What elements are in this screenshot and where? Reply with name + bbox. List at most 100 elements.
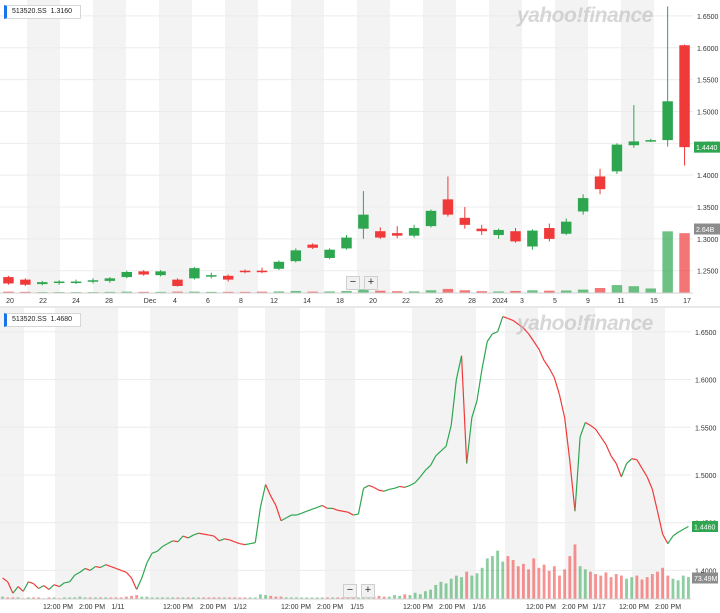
price-segment	[553, 377, 561, 395]
volume-bar	[563, 569, 567, 599]
price-segment	[662, 533, 669, 544]
volume-bar	[542, 564, 546, 599]
x-tick-label: 4	[173, 298, 177, 305]
volume-bar	[351, 597, 355, 599]
price-segment	[353, 513, 359, 516]
intraday-line-chart[interactable]: 1.65001.60001.55001.50001.45001.400012:0…	[0, 308, 720, 613]
price-segment	[626, 458, 633, 464]
ticker-chip[interactable]: 513520.SS 1.3160	[4, 5, 82, 19]
price-segment	[151, 550, 158, 554]
x-tick-label: 2:00 PM	[655, 604, 681, 611]
zoom-in-button[interactable]: +	[361, 584, 375, 598]
watermark-logo: yahoo!finance	[517, 312, 653, 335]
price-segment	[203, 533, 209, 536]
y-tick-label: 1.6500	[697, 14, 719, 21]
zoom-controls: − +	[346, 276, 378, 290]
price-segment	[481, 341, 488, 369]
volume-bar	[527, 569, 530, 599]
x-tick-label: 6	[206, 298, 210, 305]
volume-bar	[186, 597, 190, 599]
price-segment	[378, 489, 385, 492]
x-tick-label: 20	[369, 298, 377, 305]
x-tick-label: 17	[683, 298, 691, 305]
volume-bar	[326, 597, 329, 599]
volume-bar	[181, 597, 185, 599]
volume-bar	[269, 595, 273, 599]
ticker-chip[interactable]: 513520.SS 1.4680	[4, 313, 82, 327]
price-segment	[466, 417, 473, 464]
price-line	[2, 316, 689, 594]
x-tick-label: 14	[303, 298, 311, 305]
ticker-symbol: 513520.SS	[12, 8, 47, 15]
daily-chart-panel[interactable]: 1.65001.60001.55001.50001.45001.40001.35…	[0, 0, 720, 306]
volume-bar	[537, 567, 541, 599]
x-tick-label: 12:00 PM	[619, 604, 649, 611]
candle-body	[662, 101, 673, 141]
price-segment	[249, 542, 256, 545]
volume-bar	[20, 291, 31, 293]
price-segment	[172, 540, 179, 543]
volume-bar	[377, 595, 381, 599]
volume-bar	[99, 597, 102, 599]
price-segment	[95, 565, 101, 569]
price-segment	[363, 484, 369, 489]
intraday-chart-panel[interactable]: 1.65001.60001.55001.50001.45001.400012:0…	[0, 308, 720, 613]
price-segment	[12, 586, 19, 594]
price-segment	[492, 331, 498, 335]
price-segment	[651, 489, 659, 512]
volume-bar	[341, 290, 352, 293]
zoom-in-button[interactable]: +	[364, 276, 378, 290]
price-segment	[667, 535, 674, 544]
volume-bar	[47, 597, 51, 599]
zoom-out-button[interactable]: −	[346, 276, 360, 290]
volume-bar	[289, 597, 293, 599]
volume-bar	[243, 597, 247, 599]
candle-body	[3, 277, 14, 284]
price-segment	[311, 506, 318, 510]
price-segment	[33, 583, 40, 589]
candle-body	[155, 271, 166, 276]
volume-bar	[222, 597, 226, 599]
candle-body	[358, 214, 369, 229]
price-segment	[105, 564, 112, 568]
price-segment	[579, 422, 586, 438]
background-bands	[27, 0, 654, 293]
price-segment	[187, 534, 194, 539]
volume-bar	[104, 597, 108, 599]
volume-bar	[191, 597, 195, 599]
candle-body	[476, 228, 487, 232]
background-band	[291, 0, 324, 293]
x-tick-label: 12:00 PM	[403, 604, 433, 611]
volume-bar	[315, 597, 319, 599]
price-segment	[141, 562, 148, 579]
candle-body	[493, 229, 504, 236]
price-segment	[74, 571, 81, 576]
background-band	[225, 0, 258, 293]
background-band	[565, 308, 595, 599]
volume-bar	[212, 597, 216, 599]
price-segment	[574, 436, 581, 512]
volume-bar	[628, 286, 640, 293]
volume-bar	[640, 579, 644, 599]
volume-bar	[119, 597, 123, 599]
price-segment	[53, 584, 60, 588]
volume-bar	[150, 597, 154, 599]
price-segment	[389, 487, 395, 490]
volume-bar	[439, 581, 443, 599]
price-segment	[497, 316, 504, 333]
price-segment	[296, 512, 302, 516]
price-segment	[259, 484, 267, 508]
x-tick-label: 1/16	[472, 604, 486, 611]
background-band	[159, 0, 192, 293]
candle-body	[391, 233, 403, 236]
price-segment	[316, 504, 323, 508]
price-segment	[110, 565, 117, 570]
price-segment	[48, 584, 55, 590]
volume-bar	[121, 291, 133, 293]
volume-bar	[171, 597, 175, 599]
daily-candlestick-chart[interactable]: 1.65001.60001.55001.50001.45001.40001.35…	[0, 0, 720, 306]
zoom-out-button[interactable]: −	[343, 584, 357, 598]
zoom-controls: − +	[343, 584, 375, 598]
background-band	[325, 308, 355, 599]
price-badge: 1.4440	[694, 141, 720, 153]
